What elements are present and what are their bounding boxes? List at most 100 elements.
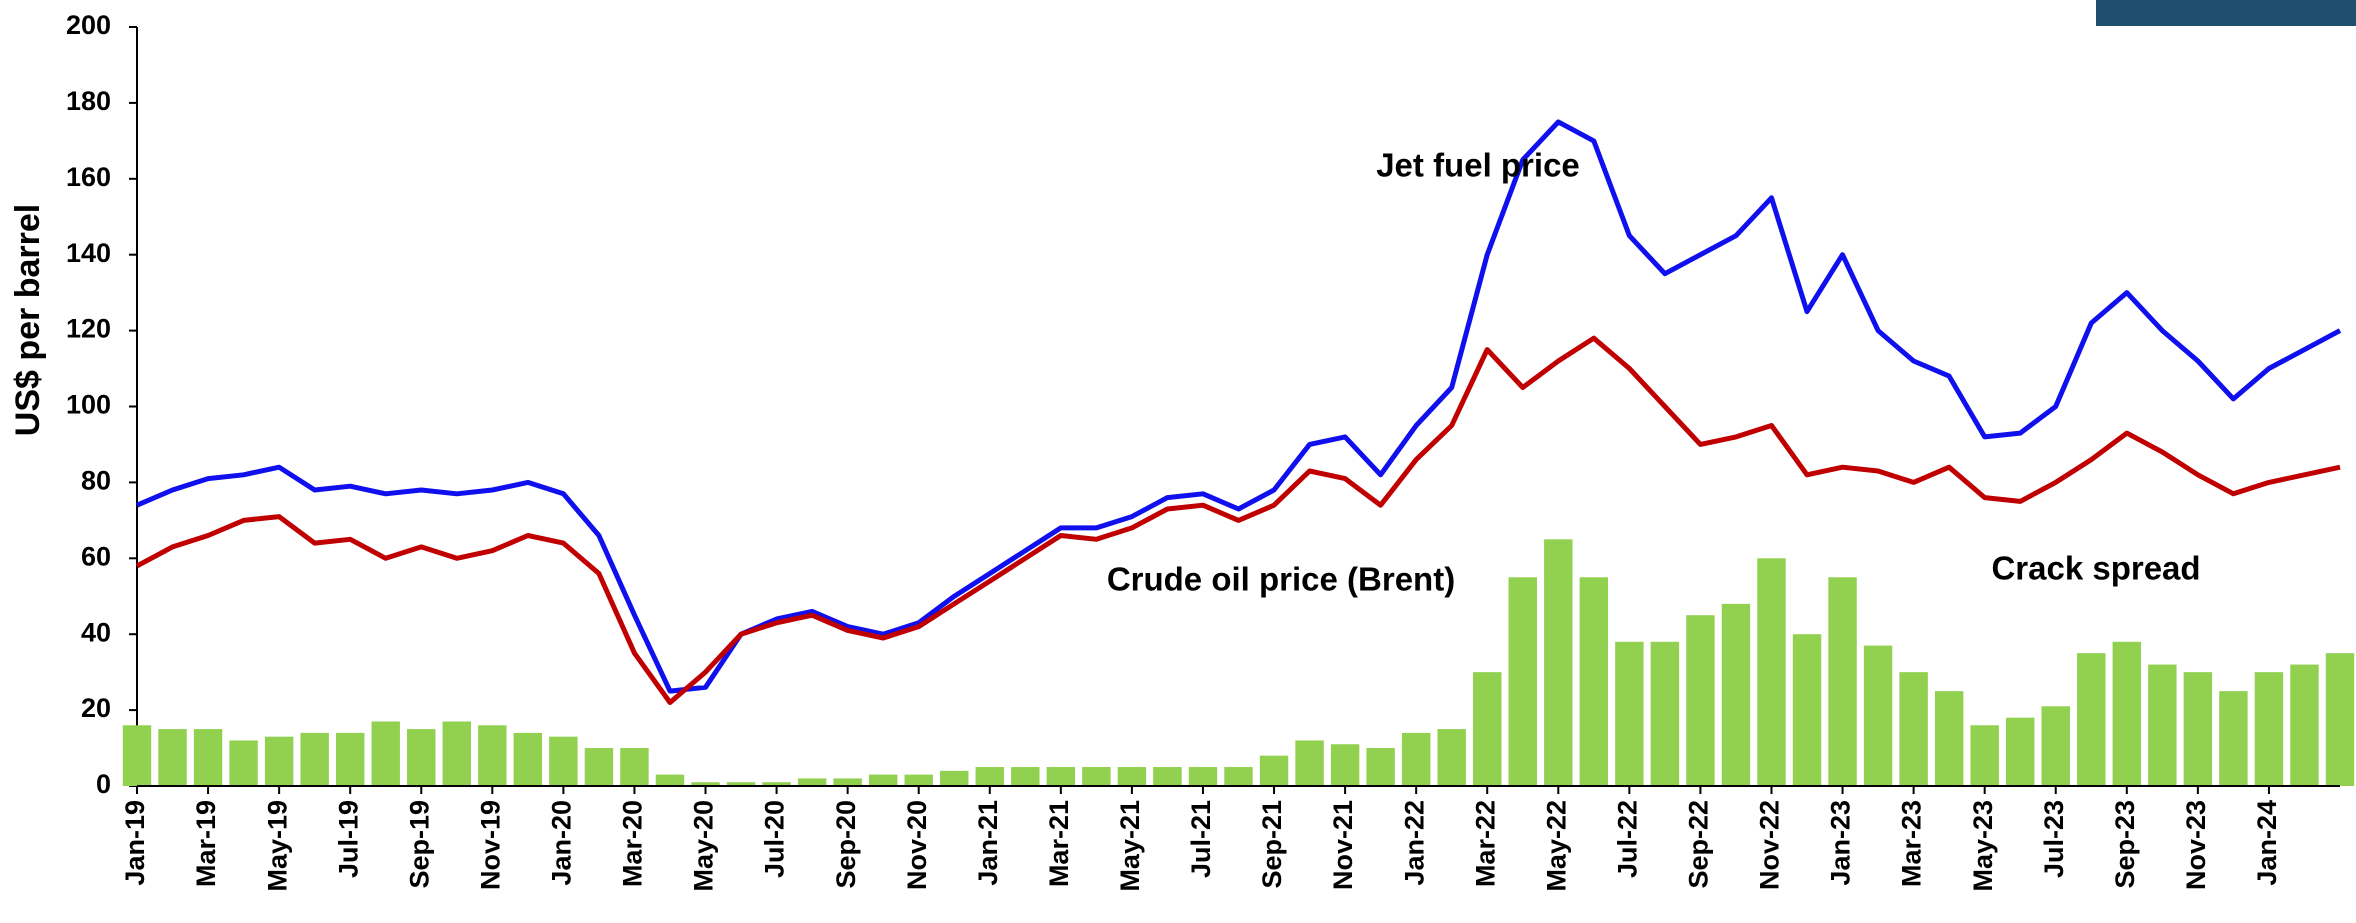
y-tick-label: 160 [66, 162, 111, 192]
bar [1047, 767, 1075, 786]
y-tick-label: 80 [81, 466, 111, 496]
bar [1651, 642, 1679, 786]
bar [229, 740, 257, 786]
bar [1260, 756, 1288, 786]
x-tick-label: Sep-21 [1257, 800, 1287, 889]
bar [656, 775, 684, 786]
x-tick-label: Nov-23 [2181, 800, 2211, 890]
x-tick-label: Jan-20 [547, 800, 577, 886]
x-tick-label: Nov-20 [902, 800, 932, 890]
y-tick-label: 40 [81, 617, 111, 647]
x-tick-label: Mar-22 [1470, 800, 1500, 887]
x-tick-label: Sep-22 [1684, 800, 1714, 889]
bar [1935, 691, 1963, 786]
x-tick-label: Jul-19 [333, 800, 363, 878]
bar [869, 775, 897, 786]
y-tick-label: 180 [66, 86, 111, 116]
bar [2113, 642, 2141, 786]
y-tick-label: 120 [66, 314, 111, 344]
bar [2006, 718, 2034, 786]
bar [2290, 665, 2318, 786]
series-label: Crude oil price (Brent) [1107, 561, 1455, 598]
bar [1828, 577, 1856, 786]
bar [1437, 729, 1465, 786]
y-tick-label: 20 [81, 693, 111, 723]
bar [1509, 577, 1537, 786]
x-tick-label: Sep-23 [2110, 800, 2140, 889]
bar [300, 733, 328, 786]
bar [336, 733, 364, 786]
x-tick-label: May-21 [1115, 800, 1145, 892]
y-axis-title: US$ per barrel [9, 204, 47, 436]
x-tick-label: Sep-19 [404, 800, 434, 889]
bar [1544, 539, 1572, 786]
x-tick-label: Mar-23 [1897, 800, 1927, 887]
bar [2148, 665, 2176, 786]
bar [443, 721, 471, 786]
x-tick-label: Nov-22 [1755, 800, 1785, 890]
x-tick-label: Jul-22 [1612, 800, 1642, 878]
bar [1793, 634, 1821, 786]
bar [1615, 642, 1643, 786]
bar [2077, 653, 2105, 786]
series-label: Jet fuel price [1376, 147, 1580, 184]
bar [1757, 558, 1785, 786]
x-tick-label: Sep-20 [831, 800, 861, 889]
bar [158, 729, 186, 786]
x-tick-label: Mar-21 [1044, 800, 1074, 887]
bar [976, 767, 1004, 786]
y-tick-label: 60 [81, 541, 111, 571]
bar [1686, 615, 1714, 786]
x-tick-label: Jan-24 [2252, 800, 2282, 886]
x-tick-label: May-22 [1541, 800, 1571, 892]
bar [1970, 725, 1998, 786]
series-label: Crack spread [1991, 550, 2200, 587]
bar [1864, 646, 1892, 786]
bar [620, 748, 648, 786]
bar [407, 729, 435, 786]
line [137, 338, 2340, 702]
x-tick-label: May-20 [689, 800, 719, 892]
bar [1899, 672, 1927, 786]
x-tick-label: Jul-21 [1186, 800, 1216, 878]
bar [1082, 767, 1110, 786]
bar [2326, 653, 2354, 786]
x-tick-label: Jul-20 [760, 800, 790, 878]
bar [1473, 672, 1501, 786]
y-tick-label: 100 [66, 390, 111, 420]
x-tick-label: Jul-23 [2039, 800, 2069, 878]
bar [940, 771, 968, 786]
x-tick-label: Jan-23 [1826, 800, 1856, 886]
y-tick-label: 200 [66, 10, 111, 40]
bar [2219, 691, 2247, 786]
bar [194, 729, 222, 786]
bar [1011, 767, 1039, 786]
x-tick-label: Nov-21 [1328, 800, 1358, 890]
bar [1402, 733, 1430, 786]
bar [798, 778, 826, 786]
x-tick-label: Jan-19 [120, 800, 150, 886]
bar [265, 737, 293, 786]
bar [1153, 767, 1181, 786]
x-tick-label: Nov-19 [475, 800, 505, 890]
bar [372, 721, 400, 786]
x-tick-label: Mar-19 [191, 800, 221, 887]
y-tick-label: 0 [96, 769, 111, 799]
bar [833, 778, 861, 786]
bar [549, 737, 577, 786]
bar [478, 725, 506, 786]
bar [1118, 767, 1146, 786]
chart: US$ per barrel 0 20 40 60 80 100 120 140 160 180 2… [0, 0, 2356, 923]
bar [1331, 744, 1359, 786]
x-tick-label: May-23 [1968, 800, 1998, 892]
bar [1366, 748, 1394, 786]
bar [123, 725, 151, 786]
x-tick-label: Jan-21 [973, 800, 1003, 886]
y-tick-label: 140 [66, 238, 111, 268]
bar [904, 775, 932, 786]
bar [1580, 577, 1608, 786]
x-tick-label: Jan-22 [1399, 800, 1429, 886]
corner-image [2096, 0, 2356, 26]
bar [1189, 767, 1217, 786]
bar [2255, 672, 2283, 786]
